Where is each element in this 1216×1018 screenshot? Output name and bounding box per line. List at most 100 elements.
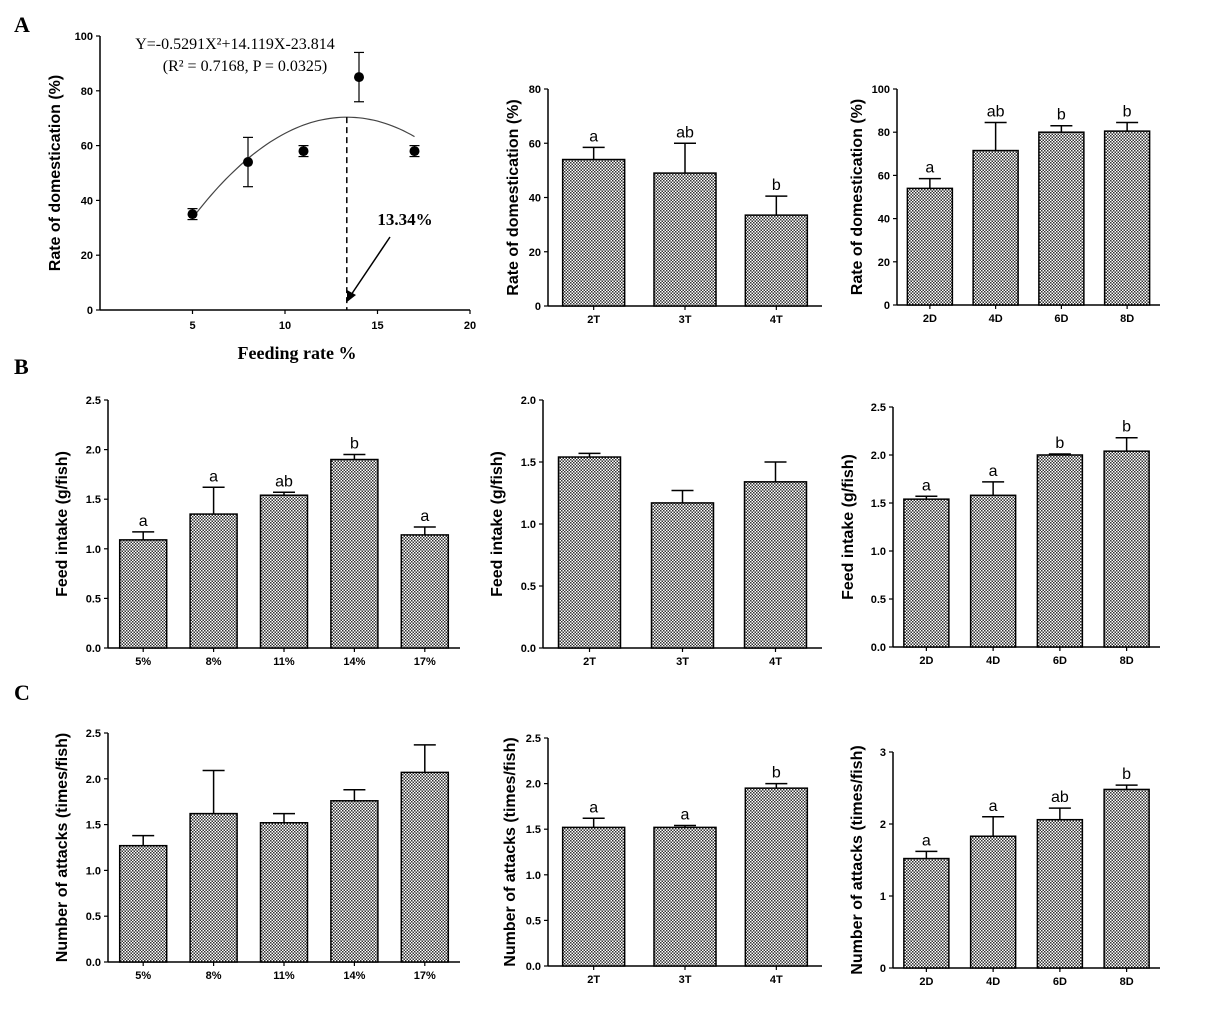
chart-a1-xlabel: Feeding rate % [238,343,357,363]
chart-b1-xtick-label: 11% [273,656,295,668]
chart-a1-xtick-label: 5 [189,320,195,332]
chart-a3-ylabel: Rate of domestication (%) [849,99,866,295]
chart-b3-bar [969,494,1017,648]
chart-c3-sig-letter: a [989,798,998,815]
chart-a2-xtick-label: 4T [770,314,783,326]
chart-b1-bar [400,534,450,649]
chart-c2-ytick-label: 0.0 [526,961,541,973]
chart-b3-xtick-label: 6D [1053,655,1067,667]
chart-b1-xtick-label: 14% [343,656,365,668]
chart-a1-optimum-label: 13.34% [377,210,432,229]
chart-c2-ytick-label: 2.5 [526,733,541,745]
chart-b1-ytick-label: 2.0 [86,445,101,457]
chart-a3: 0 20 40 60 80 100 Rate of domestication (%) 2D a… [849,84,1160,325]
chart-a1-ylabel: Rate of domestication (%) [47,75,64,271]
chart-a1-ytick-label: 80 [81,86,93,98]
chart-a1-point [187,209,198,220]
chart-a2-ytick-label: 20 [529,247,541,259]
chart-a3-sig-letter: b [1057,107,1066,124]
chart-a3-xtick-label: 4D [989,313,1003,325]
chart-b3-xtick-label: 2D [919,655,933,667]
chart-a2-bar [561,158,626,307]
chart-c2-ytick-label: 2.0 [526,779,541,791]
chart-a3-ytick-label: 0 [884,300,890,312]
chart-b1-sig-letter: a [209,468,218,485]
chart-a3-ytick-label: 60 [878,170,890,182]
chart-b1-sig-letter: a [139,513,148,530]
chart-a2-bar [744,214,809,307]
chart-a1-point [298,146,309,157]
chart-c3-ytick-label: 3 [880,747,886,759]
chart-c1-ytick-label: 0.0 [86,957,101,969]
chart-c2: 0.0 0.5 1.0 1.5 2.0 2.5 Number of attacks (tim… [502,733,822,986]
chart-b1-bar [330,458,379,649]
chart-b1-xtick-label: 5% [135,656,151,668]
chart-c3-xtick-label: 2D [919,976,933,988]
chart-b3-bar [903,498,950,648]
panel-label-c: C [14,680,30,705]
chart-c3-sig-letter: ab [1051,789,1069,806]
chart-a2: 0 20 40 60 80 Rate of domestication (%) 2T a 3T a… [505,84,822,326]
chart-c3-sig-letter: b [1122,766,1131,783]
chart-c3-bar [1036,818,1084,969]
chart-a3-ytick-label: 80 [878,127,890,139]
chart-c3-ytick-label: 2 [880,819,886,831]
chart-b1-sig-letter: a [420,508,429,525]
chart-b3-sig-letter: a [989,463,998,480]
chart-a3-xtick-label: 2D [923,313,937,325]
chart-b3-sig-letter: b [1055,435,1064,452]
chart-a2-sig-letter: b [772,177,781,194]
chart-c3-bar [969,835,1017,969]
chart-a3-ytick-label: 20 [878,257,890,269]
chart-c3-ytick-label: 0 [880,963,886,975]
chart-b1-ytick-label: 0.5 [86,593,101,605]
chart-b1-ytick-label: 1.5 [86,494,101,506]
panel-label-a: A [14,12,30,37]
chart-a3-sig-letter: a [925,160,934,177]
chart-b1-ytick-label: 2.5 [86,395,101,407]
chart-c1-ytick-label: 2.5 [86,728,101,740]
chart-a3-bar [1103,130,1151,306]
chart-c1: 0.0 0.5 1.0 1.5 2.0 2.5 Number of attacks (tim… [54,728,460,982]
chart-a2-ytick-label: 80 [529,84,541,96]
chart-a1: 0 20 40 60 80 100 Rate of domestication (%) 5 10… [47,31,476,363]
chart-b3-ytick-label: 0.5 [871,594,886,606]
chart-c2-xtick-label: 2T [587,974,600,986]
chart-c2-xtick-label: 3T [679,974,692,986]
chart-a2-xtick-label: 3T [679,314,692,326]
chart-b2-ytick-label: 0.5 [521,581,536,593]
chart-b3-ytick-label: 1.0 [871,546,886,558]
chart-a3-xtick-label: 6D [1054,313,1068,325]
chart-b3-ytick-label: 2.5 [871,402,886,414]
chart-c1-bar [400,771,450,963]
chart-a2-ytick-label: 40 [529,193,541,205]
chart-b3-bar [1036,454,1084,648]
chart-c1-xtick-label: 5% [135,970,151,982]
chart-b2-ytick-label: 0.0 [521,643,536,655]
chart-b3-ytick-label: 1.5 [871,498,886,510]
chart-b2: 0.0 0.5 1.0 1.5 2.0 Feed intake (g/fish) 2T 3T 4… [489,395,822,668]
chart-a2-xtick-label: 2T [587,314,600,326]
chart-b2-ytick-label: 1.5 [521,457,536,469]
chart-b2-ylabel: Feed intake (g/fish) [489,451,506,597]
chart-c3: 0 1 2 3 Number of attacks (times/fish) 2D a 4D a… [849,745,1160,988]
chart-a1-arrow-head [347,290,356,302]
chart-c3-bar [1103,788,1150,969]
chart-b3-ylabel: Feed intake (g/fish) [840,454,857,600]
chart-c1-ytick-label: 2.0 [86,774,101,786]
chart-a1-point [409,146,420,157]
chart-b1-bar [189,513,238,649]
chart-b1-ylabel: Feed intake (g/fish) [54,451,71,597]
chart-a3-sig-letter: b [1123,103,1132,120]
chart-a1-ytick-label: 60 [81,141,93,153]
chart-c1-bar [118,844,168,963]
chart-a2-ylabel: Rate of domestication (%) [505,99,522,295]
chart-c3-xtick-label: 4D [986,976,1000,988]
chart-a2-ytick-label: 60 [529,138,541,150]
chart-c2-bar [653,826,717,967]
chart-a2-ytick-label: 0 [535,301,541,313]
chart-a3-bar [1038,131,1085,306]
chart-c1-xtick-label: 14% [343,970,365,982]
